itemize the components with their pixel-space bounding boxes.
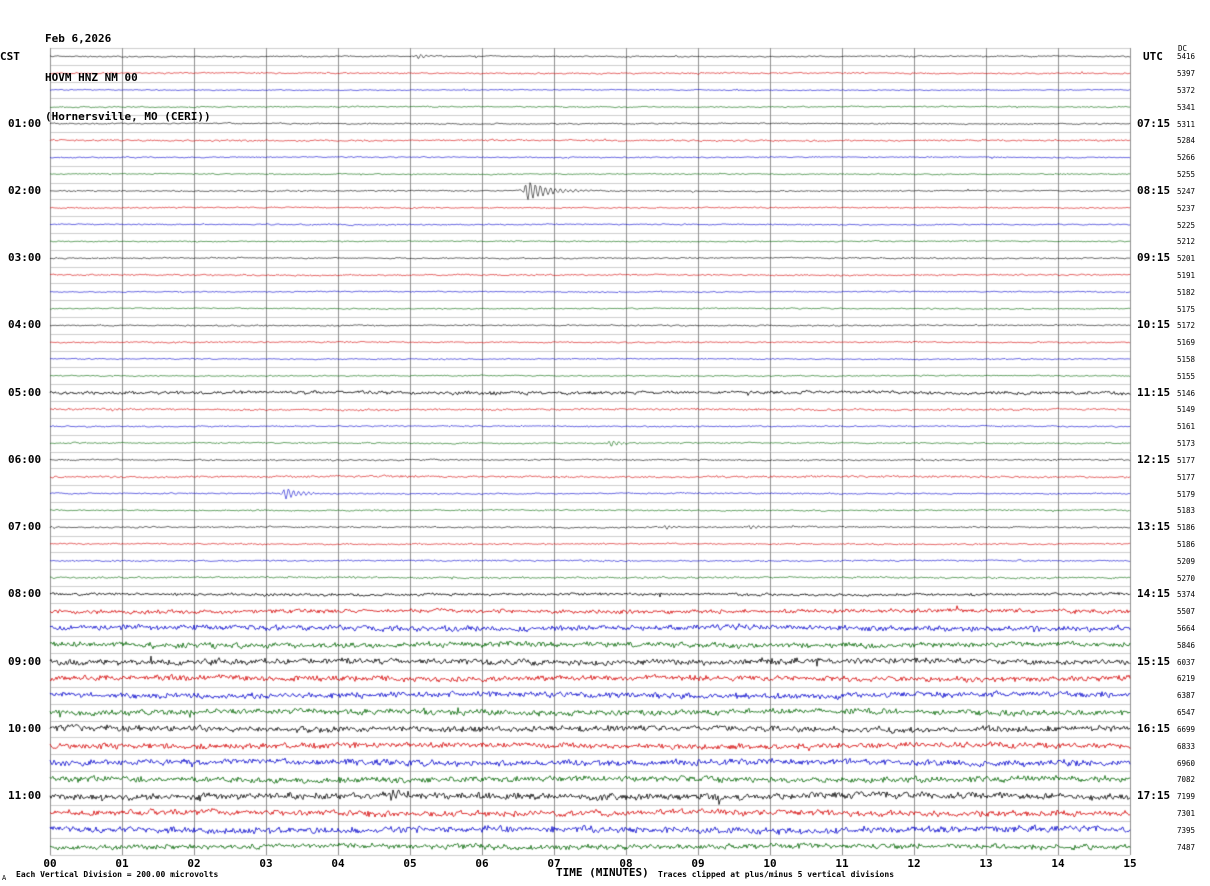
scale-note: Each Vertical Division = 200.00 microvol… — [16, 870, 219, 879]
station-label: HOVM HNZ NM 00 — [45, 71, 138, 84]
title-block: Feb 6,2026 HOVM HNZ NM 00 (Hornersville,… — [45, 6, 211, 149]
location-label: (Hornersville, MO (CERI)) — [45, 110, 211, 123]
x-axis-title: TIME (MINUTES) — [556, 866, 649, 879]
clip-note: Traces clipped at plus/minus 5 vertical … — [658, 870, 895, 879]
corner-mark: A — [2, 874, 7, 882]
dc-column-label: DC — [1178, 44, 1188, 53]
date-label: Feb 6,2026 — [45, 32, 112, 45]
right-timezone-label: UTC — [1143, 50, 1163, 63]
left-timezone-label: CST — [0, 50, 20, 63]
